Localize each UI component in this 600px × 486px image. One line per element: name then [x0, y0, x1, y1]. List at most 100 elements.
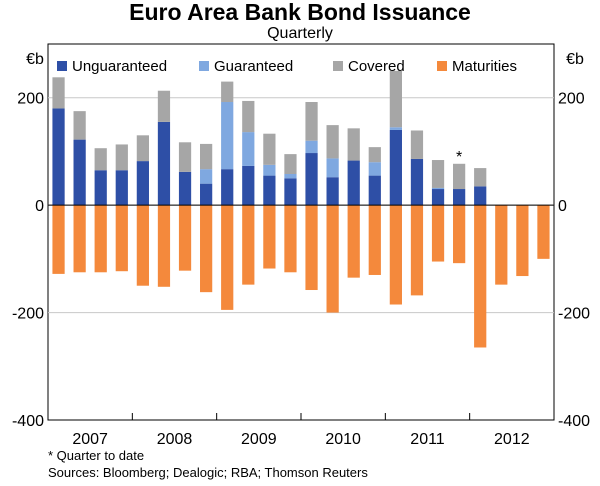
- chart-title: Euro Area Bank Bond Issuance: [129, 0, 471, 25]
- bar-covered: [52, 77, 65, 109]
- bar-unguaranteed: [115, 170, 128, 206]
- bar-maturities: [537, 205, 550, 259]
- bar-unguaranteed: [157, 121, 171, 206]
- bar-unguaranteed: [178, 171, 192, 206]
- legend: Unguaranteed Guaranteed Covered Maturities: [57, 58, 517, 75]
- bar-covered: [431, 160, 445, 188]
- bar-covered: [178, 142, 192, 172]
- bar-unguaranteed: [242, 165, 255, 206]
- bar-maturities: [284, 205, 297, 273]
- bar-covered: [157, 90, 171, 122]
- x-tick-label: 2007: [72, 431, 108, 448]
- bar-maturities: [178, 205, 192, 271]
- bar-unguaranteed: [305, 153, 318, 206]
- bar-guaranteed: [221, 102, 234, 170]
- chart-subtitle: Quarterly: [267, 25, 333, 42]
- bar-unguaranteed: [200, 183, 213, 206]
- bar-maturities: [94, 205, 107, 273]
- bar-covered: [284, 154, 297, 174]
- bar-maturities: [200, 205, 213, 293]
- bar-maturities: [73, 205, 86, 273]
- y-tick-label-right: 200: [558, 91, 585, 108]
- legend-label: Unguaranteed: [72, 58, 167, 75]
- bar-maturities: [115, 205, 128, 272]
- bar-unguaranteed: [410, 158, 424, 206]
- quarter-to-date-marker: *: [456, 149, 462, 166]
- bar-unguaranteed: [52, 108, 65, 206]
- legend-swatch: [199, 61, 209, 71]
- y-tick-label-left: -200: [12, 306, 44, 323]
- bar-maturities: [431, 205, 445, 262]
- bar-maturities: [157, 205, 171, 287]
- bar-maturities: [495, 205, 508, 285]
- right-unit-label: €b: [566, 51, 584, 68]
- legend-swatch: [437, 61, 447, 71]
- bar-guaranteed: [389, 127, 402, 130]
- legend-label: Covered: [348, 58, 405, 75]
- bar-maturities: [347, 205, 360, 278]
- bar-unguaranteed: [284, 178, 297, 206]
- bar-unguaranteed: [136, 161, 149, 206]
- sources-note: Sources: Bloomberg; Dealogic; RBA; Thoms…: [48, 465, 368, 480]
- x-tick-label: 2010: [325, 431, 361, 448]
- bar-covered: [200, 143, 213, 170]
- bar-covered: [389, 70, 402, 128]
- bar-guaranteed: [263, 164, 276, 176]
- bar-guaranteed: [200, 169, 213, 184]
- bar-unguaranteed: [431, 189, 445, 206]
- bar-unguaranteed: [389, 129, 402, 206]
- legend-label: Maturities: [452, 58, 517, 75]
- x-axis-ticks: 2007 2008 2009 2010 2011 2012: [72, 413, 530, 448]
- bar-maturities: [136, 205, 149, 286]
- bar-covered: [326, 125, 339, 159]
- legend-label: Guaranteed: [214, 58, 293, 75]
- y-tick-label-right: -400: [558, 413, 590, 430]
- bar-covered: [368, 147, 381, 163]
- bar-guaranteed: [368, 162, 381, 176]
- y-axis-ticks: -400 -400 -200 -200 0 0 200 200: [12, 91, 590, 430]
- bar-covered: [305, 102, 318, 141]
- bar-maturities: [410, 205, 424, 296]
- y-tick-label-left: -400: [12, 413, 44, 430]
- bar-guaranteed: [305, 140, 318, 154]
- bar-maturities: [474, 205, 487, 348]
- bar-covered: [221, 81, 234, 103]
- bar-covered: [115, 144, 128, 171]
- bar-unguaranteed: [453, 189, 466, 206]
- bar-guaranteed: [284, 173, 297, 179]
- y-tick-label-left: 200: [17, 91, 44, 108]
- x-tick-label: 2012: [494, 431, 530, 448]
- bar-unguaranteed: [326, 177, 339, 206]
- bar-guaranteed: [431, 187, 445, 190]
- bar-covered: [453, 163, 466, 190]
- bar-maturities: [516, 205, 529, 277]
- bar-maturities: [368, 205, 381, 275]
- bar-covered: [136, 135, 149, 162]
- bar-unguaranteed: [347, 160, 360, 206]
- bar-unguaranteed: [94, 170, 107, 206]
- bar-covered: [347, 128, 360, 161]
- bar-unguaranteed: [368, 175, 381, 206]
- y-tick-label-left: 0: [35, 198, 44, 215]
- bar-unguaranteed: [474, 186, 487, 206]
- bar-maturities: [326, 205, 339, 313]
- x-tick-label: 2008: [157, 431, 193, 448]
- legend-swatch: [333, 61, 343, 71]
- bar-maturities: [453, 205, 466, 264]
- bar-maturities: [305, 205, 318, 291]
- bar-maturities: [52, 205, 65, 274]
- bar-covered: [474, 168, 487, 187]
- bar-maturities: [221, 205, 234, 310]
- y-tick-label-right: -200: [558, 306, 590, 323]
- bar-maturities: [242, 205, 255, 285]
- bar-covered: [263, 133, 276, 165]
- bar-guaranteed: [326, 158, 339, 178]
- bar-covered: [242, 100, 255, 133]
- bar-unguaranteed: [73, 139, 86, 206]
- legend-swatch: [57, 61, 67, 71]
- bar-covered: [94, 148, 107, 171]
- bar-maturities: [389, 205, 402, 305]
- bar-guaranteed: [242, 132, 255, 166]
- x-tick-label: 2011: [410, 431, 445, 448]
